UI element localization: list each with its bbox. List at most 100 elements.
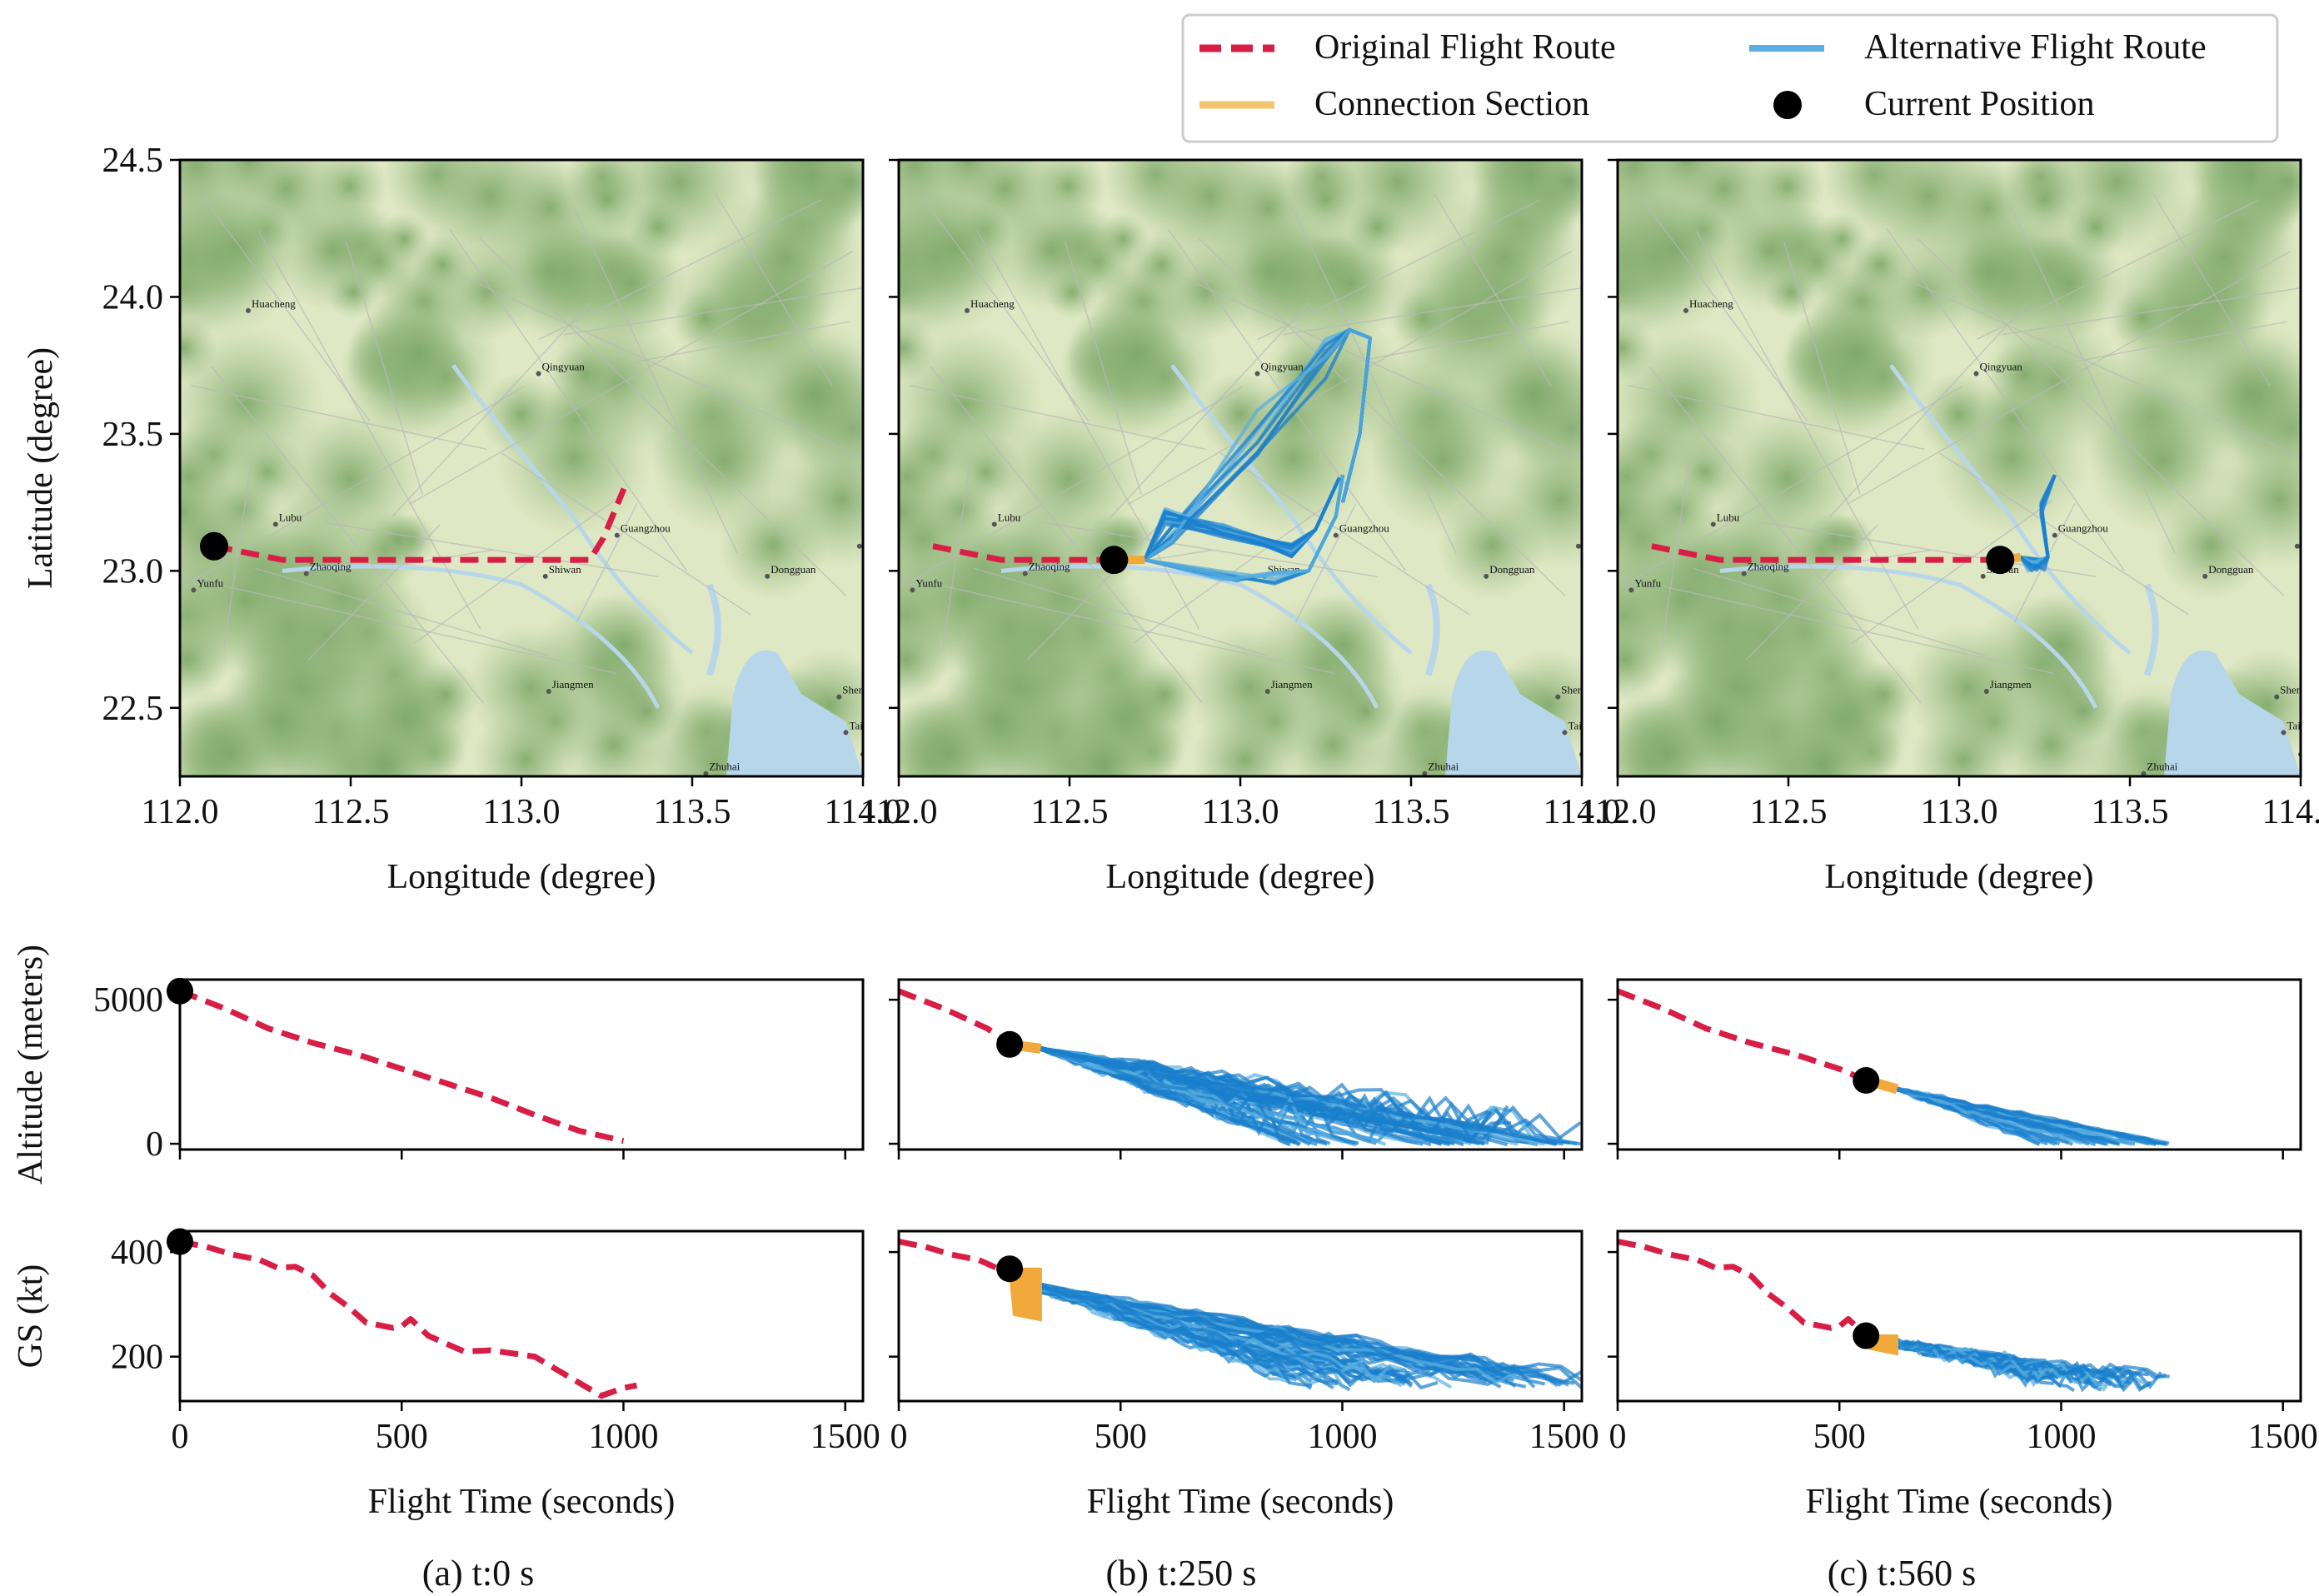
map-river bbox=[1000, 564, 1379, 709]
map-forest-patch bbox=[411, 233, 474, 296]
gs-x-tick-label: 0 bbox=[890, 1418, 908, 1456]
map-city-dot bbox=[1983, 689, 1989, 695]
map-city-dot bbox=[856, 543, 862, 549]
map-forest-patch bbox=[180, 524, 321, 676]
map-forest-patch bbox=[1811, 307, 1903, 399]
map-bay bbox=[726, 650, 863, 776]
map-forest-patch bbox=[551, 339, 621, 410]
gs-frame bbox=[1616, 1229, 2302, 1403]
map-forest-patch bbox=[1045, 265, 1100, 320]
map-road bbox=[1128, 250, 1573, 506]
map-forest-patch bbox=[1184, 623, 1313, 752]
map-road bbox=[1829, 302, 2029, 517]
map-city-label: Lubu bbox=[279, 511, 302, 523]
map-city-dot bbox=[1254, 371, 1260, 377]
alt-alternative-route bbox=[1040, 1047, 1450, 1145]
map-forest-patch bbox=[208, 160, 290, 202]
legend-swatch-current bbox=[1773, 91, 1802, 119]
map-alternative-route bbox=[1143, 476, 1341, 561]
alt-current-position bbox=[996, 1030, 1024, 1058]
gs-x-tick-label: 1000 bbox=[2026, 1418, 2096, 1456]
gs-x-tick-label: 0 bbox=[172, 1418, 189, 1456]
map-forest-patch bbox=[1988, 339, 2059, 410]
map-forest-patch bbox=[180, 314, 218, 382]
map-river bbox=[706, 583, 721, 676]
gs-alternative-route bbox=[1896, 1340, 2134, 1390]
map-city-dot bbox=[272, 521, 278, 527]
map-forest-patch bbox=[899, 314, 937, 382]
map-city-dot bbox=[1264, 689, 1270, 695]
alt-panel-3 bbox=[1618, 988, 2170, 1147]
map-x-tick-label: 113.0 bbox=[1202, 793, 1279, 831]
map-road bbox=[2063, 321, 2288, 365]
map-road bbox=[572, 206, 738, 554]
map-city-label: Hong Kong bbox=[2304, 741, 2319, 754]
map-road bbox=[1917, 237, 2285, 596]
map-road bbox=[900, 576, 1336, 675]
map-city-dot bbox=[1980, 573, 1986, 579]
map-city-label: Jiangmen bbox=[1271, 678, 1313, 691]
map-forest-patch bbox=[1679, 682, 1756, 759]
map-city-label: Zhaoqing bbox=[310, 561, 352, 573]
map-forest-patch bbox=[1646, 160, 1728, 202]
map-x-tick-label: 113.5 bbox=[1373, 793, 1450, 831]
map-city-dot bbox=[1422, 771, 1428, 776]
map-alternative-route bbox=[2019, 474, 2057, 573]
gs-x-tick-label: 0 bbox=[1609, 1418, 1627, 1456]
map-x-tick-label: 112.0 bbox=[1579, 793, 1657, 831]
map-road bbox=[307, 524, 441, 661]
map-forest-patch bbox=[899, 524, 1040, 676]
map-road bbox=[626, 321, 850, 365]
legend: Original Flight Route Alternative Flight… bbox=[1181, 13, 2279, 143]
map-city-dot bbox=[2274, 694, 2280, 700]
map-x-tick-label: 113.0 bbox=[1921, 793, 1998, 831]
map-city-dot bbox=[1575, 543, 1581, 549]
map-forest-patch bbox=[1427, 180, 1582, 336]
map-forest-patch bbox=[1849, 233, 1912, 296]
map-road bbox=[1294, 503, 1357, 623]
map-road bbox=[448, 228, 687, 571]
map-city-label: Zhaoqing bbox=[1748, 561, 1789, 573]
map-city-label: Lubu bbox=[1717, 511, 1740, 523]
map-city-label: Huizh bbox=[1582, 533, 1608, 546]
gs-alternative-route bbox=[1040, 1284, 1352, 1385]
gs-x-tick-label: 500 bbox=[1095, 1418, 1147, 1456]
map-road bbox=[538, 199, 822, 341]
map-city-label: Huizh bbox=[2301, 533, 2319, 546]
map-road bbox=[1618, 576, 2055, 675]
map-forest-patch bbox=[960, 682, 1037, 759]
map-panel-3: Huacheng Qingyuan Lubu Guangzhou Yunfu Zhaoqi… bbox=[1618, 160, 2319, 776]
gs-alternative-route bbox=[1040, 1284, 1366, 1384]
map-road bbox=[1257, 199, 1541, 341]
map-road bbox=[181, 576, 617, 675]
map-original-route bbox=[213, 487, 627, 563]
map-city-dot bbox=[1484, 573, 1489, 579]
map-city-label: Yunfu bbox=[197, 576, 223, 589]
map-city-label: Lubu bbox=[998, 511, 1021, 523]
map-city-label: Zhuhai bbox=[1428, 761, 1459, 773]
alt-panel-2 bbox=[899, 988, 1582, 1147]
map-city-dot bbox=[246, 307, 251, 313]
panels: Huacheng Qingyuan Lubu Guangzhou Yunfu Zhaoqi… bbox=[93, 142, 2319, 1521]
map-road bbox=[909, 384, 1206, 451]
legend-frame bbox=[1181, 13, 2279, 143]
map-city-label: Qingyuan bbox=[1980, 361, 2023, 373]
map-river bbox=[1424, 583, 1440, 676]
map-road bbox=[930, 366, 1203, 704]
gs-x-tick-label: 1000 bbox=[588, 1418, 658, 1456]
map-river bbox=[1719, 564, 2098, 709]
map-x-tick-label: 112.5 bbox=[1750, 793, 1828, 831]
map-city-dot bbox=[2141, 771, 2147, 776]
gs-original-route bbox=[180, 1239, 638, 1399]
gs-connection-section bbox=[1008, 1267, 1042, 1322]
map-city-label: Guangzhou bbox=[1339, 522, 1389, 535]
map-city-label: Qingyuan bbox=[542, 361, 586, 373]
alt-alternative-route bbox=[1040, 1047, 1557, 1146]
legend-label-alternative: Alternative Flight Route bbox=[1864, 28, 2207, 67]
gs-x-axis-label: Flight Time (seconds) bbox=[1087, 1483, 1394, 1521]
map-forest-patch bbox=[927, 160, 1009, 202]
map-city-dot bbox=[546, 689, 551, 695]
map-river bbox=[2143, 583, 2159, 676]
map-road bbox=[1182, 277, 1582, 458]
